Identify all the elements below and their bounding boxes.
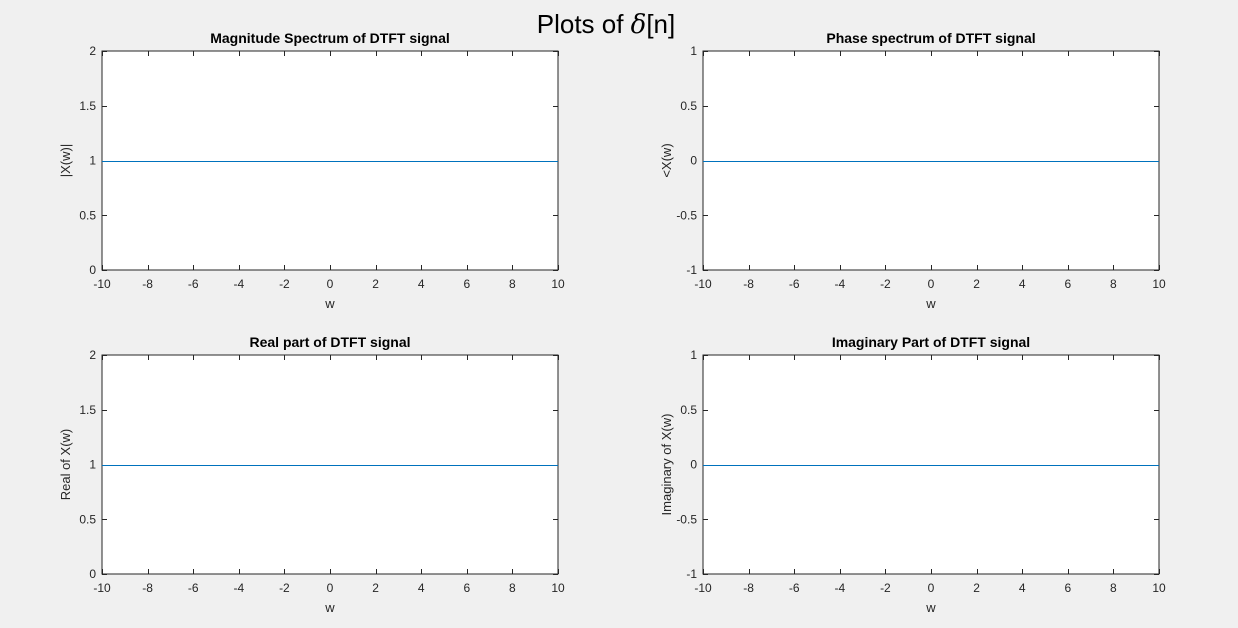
x-tick-label: -6 — [188, 581, 199, 595]
x-tick-label: 6 — [463, 581, 470, 595]
subplot-4: -10 -8 -6 -4 -2 0 2 4 6 8 10 -1 -0.5 0 0.5 1 Imaginary P… — [659, 334, 1166, 615]
subplot-title: Phase spectrum of DTFT signal — [826, 30, 1035, 46]
y-axis-label: Imaginary of X(w) — [659, 414, 674, 516]
y-tick-label: 0 — [690, 154, 697, 168]
y-tick-label: 1 — [89, 458, 96, 472]
plot-area — [101, 50, 559, 271]
x-tick-label: 8 — [1110, 277, 1117, 291]
y-axis-label: <X(w) — [659, 143, 674, 177]
x-tick-label: 8 — [1110, 581, 1117, 595]
figure-title: Plots of δ[n] — [537, 9, 676, 40]
x-tick-label: -10 — [694, 581, 712, 595]
y-tick-label: -0.5 — [676, 208, 697, 222]
y-tick-label: 0 — [89, 567, 96, 581]
x-tick-label: -4 — [834, 581, 845, 595]
x-tick-label: 10 — [1152, 277, 1166, 291]
y-tick-label: 1 — [89, 154, 96, 168]
x-tick-label: -10 — [93, 277, 111, 291]
plot-area — [702, 354, 1160, 575]
y-tick-label: 1 — [690, 44, 697, 58]
subplot-title: Real part of DTFT signal — [249, 334, 410, 350]
x-tick-label: -2 — [880, 277, 891, 291]
subplot-3: -10 -8 -6 -4 -2 0 2 4 6 8 10 0 0.5 1 1.5 2 Real part of … — [58, 334, 565, 615]
x-tick-label: 0 — [327, 581, 334, 595]
y-tick-label: -1 — [686, 567, 697, 581]
x-axis-label: w — [324, 600, 335, 615]
x-tick-label: 0 — [928, 277, 935, 291]
y-axis-label: |X(w)| — [58, 144, 73, 177]
x-tick-label: -4 — [233, 581, 244, 595]
x-tick-label: -4 — [834, 277, 845, 291]
x-tick-label: 10 — [551, 581, 565, 595]
y-tick-label: 2 — [89, 348, 96, 362]
x-tick-label: -6 — [789, 277, 800, 291]
y-tick-label: 0 — [89, 263, 96, 277]
figure-title-suffix: [n] — [646, 9, 675, 39]
x-tick-label: 2 — [372, 277, 379, 291]
x-tick-label: 4 — [1019, 277, 1026, 291]
x-tick-label: 0 — [928, 581, 935, 595]
x-axis-label: w — [925, 600, 936, 615]
x-tick-label: -6 — [789, 581, 800, 595]
x-tick-label: 8 — [509, 277, 516, 291]
y-axis-label: Real of X(w) — [58, 429, 73, 501]
y-tick-label: 1.5 — [79, 403, 96, 417]
x-tick-label: 2 — [973, 581, 980, 595]
x-tick-label: -2 — [880, 581, 891, 595]
y-tick-label: 0.5 — [680, 99, 697, 113]
x-tick-label: 6 — [463, 277, 470, 291]
x-tick-label: -8 — [743, 581, 754, 595]
x-tick-label: 0 — [327, 277, 334, 291]
y-tick-label: 0.5 — [79, 512, 96, 526]
x-tick-label: -6 — [188, 277, 199, 291]
y-tick-label: 2 — [89, 44, 96, 58]
x-tick-label: 10 — [551, 277, 565, 291]
x-tick-label: 10 — [1152, 581, 1166, 595]
x-axis-label: w — [925, 296, 936, 311]
x-tick-label: 2 — [973, 277, 980, 291]
y-tick-label: 0.5 — [680, 403, 697, 417]
x-tick-label: 4 — [1019, 581, 1026, 595]
y-tick-label: -1 — [686, 263, 697, 277]
x-tick-label: -8 — [142, 277, 153, 291]
subplot-title: Imaginary Part of DTFT signal — [832, 334, 1030, 350]
y-tick-label: -0.5 — [676, 512, 697, 526]
x-tick-label: 6 — [1064, 581, 1071, 595]
subplot-1: -10 -8 -6 -4 -2 0 2 4 6 8 10 0 0.5 1 1.5 2 Magnitude Spe… — [58, 30, 565, 311]
subplot-2: -10 -8 -6 -4 -2 0 2 4 6 8 10 -1 -0.5 0 0.5 1 Phase spect… — [659, 30, 1166, 311]
plot-area — [101, 354, 559, 575]
x-tick-label: -10 — [694, 277, 712, 291]
x-tick-label: -8 — [743, 277, 754, 291]
figure-title-symbol: δ — [631, 10, 647, 40]
subplot-title: Magnitude Spectrum of DTFT signal — [210, 30, 450, 46]
y-tick-label: 1 — [690, 348, 697, 362]
y-tick-label: 0 — [690, 458, 697, 472]
plot-area — [702, 50, 1160, 271]
x-tick-label: 4 — [418, 277, 425, 291]
x-tick-label: 6 — [1064, 277, 1071, 291]
x-axis-label: w — [324, 296, 335, 311]
x-tick-label: 2 — [372, 581, 379, 595]
y-tick-label: 0.5 — [79, 208, 96, 222]
x-tick-label: 4 — [418, 581, 425, 595]
x-tick-label: -4 — [233, 277, 244, 291]
x-tick-label: -8 — [142, 581, 153, 595]
x-tick-label: -2 — [279, 277, 290, 291]
x-tick-label: 8 — [509, 581, 516, 595]
figure-title-prefix: Plots of — [537, 9, 631, 39]
x-tick-label: -2 — [279, 581, 290, 595]
x-tick-label: -10 — [93, 581, 111, 595]
y-tick-label: 1.5 — [79, 99, 96, 113]
